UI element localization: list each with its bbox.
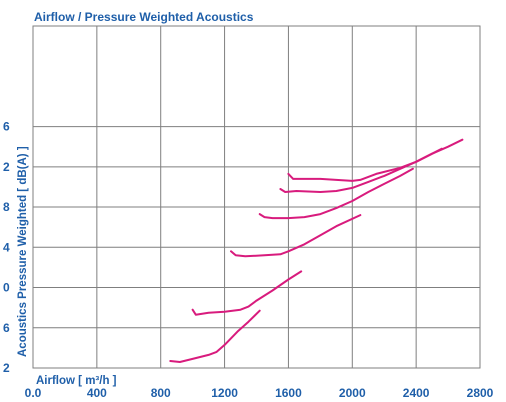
y-tick-label: 4 [3,240,10,254]
series-line-4 [258,167,414,220]
plot-frame [32,25,481,369]
y-axis-label: Acoustics Pressure Weighted [ dB(A) ] [17,146,29,357]
x-tick-labels: 0.0 400 800 1200 1600 2000 2400 2800 [25,386,494,400]
x-tick-label: 800 [151,386,171,400]
chart-title: Airflow / Pressure Weighted Acoustics [34,10,254,24]
x-tick-label: 2800 [467,386,494,400]
y-tick-label: 0 [3,281,10,295]
y-tick-label: 6 [3,120,10,134]
x-tick-label: 2000 [339,386,366,400]
series-line-2 [191,270,303,316]
y-tick-label: 2 [3,361,10,375]
x-axis-label: Airflow [ m³/h ] [36,375,117,387]
y-tick-label: 6 [3,321,10,335]
series-line-5 [279,147,443,193]
chart-series [169,138,464,363]
y-tick-label: 2 [3,160,10,174]
chart-grid [33,26,480,368]
x-tick-label: 1200 [211,386,238,400]
x-tick-label: 400 [87,386,107,400]
x-tick-label: 1600 [275,386,302,400]
series-line-1 [169,309,261,363]
y-tick-labels: 2 6 0 4 8 2 6 [3,120,10,375]
y-tick-label: 8 [3,200,10,214]
x-tick-label: 0.0 [25,386,42,400]
x-tick-label: 2400 [403,386,430,400]
series-line-3 [230,214,362,258]
series-line-6 [287,138,464,182]
